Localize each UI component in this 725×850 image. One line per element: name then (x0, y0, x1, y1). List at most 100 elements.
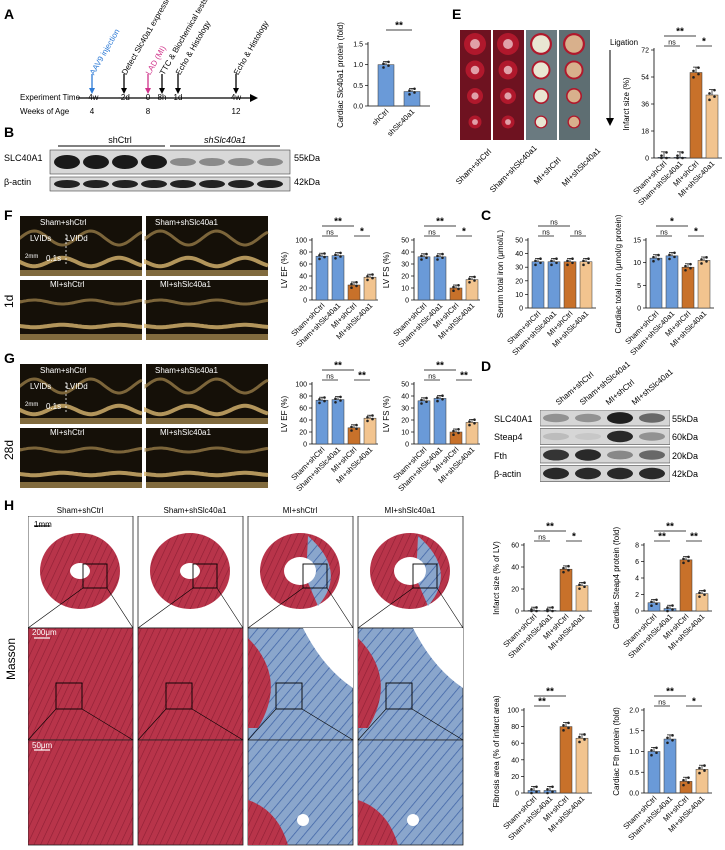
G_EF-yticklabel-4: 80 (299, 394, 307, 401)
C_cardiac-dot-0-3 (657, 253, 660, 257)
echo-day28-label: 28d (2, 439, 16, 460)
ttc-infarct-2-3 (535, 116, 547, 128)
masson-zoomline-b-3 (436, 587, 464, 629)
H_fibrosis-sig-1: ** (538, 697, 546, 708)
H_fibrosis-dot-1-2 (546, 787, 549, 791)
C_cardiac-bar-3 (697, 260, 711, 309)
H_fth-bar-2 (679, 781, 693, 794)
ttc-infarct-3-0 (565, 35, 583, 53)
H_fibrosis-dot-1-0 (546, 791, 549, 795)
wb-b-band-slc-1 (83, 155, 109, 169)
G_EF-bar-3 (363, 417, 377, 445)
H_infarct-dot-2-3 (567, 564, 570, 568)
chart-g-ef: LV EF (%)020406080100Sham+shCtrlSham+shS… (280, 361, 378, 493)
E_bar-bar-2 (689, 72, 703, 159)
F_EF-dot-1-1 (339, 255, 342, 258)
C_serum-dot-2-2 (566, 259, 569, 263)
echo-wall-ant-0-2 (20, 298, 143, 306)
G_FS-yticklabel-0: 0 (405, 442, 409, 449)
C_cardiac-dot-2-2 (684, 264, 687, 268)
F_EF-bar-1 (331, 255, 345, 301)
timeline-row2-title: Weeks of Age (20, 107, 70, 116)
H_fth-dot-3-1 (703, 769, 706, 772)
F_EF-dot-2-0 (350, 286, 353, 289)
E_bar-dot-2-2 (692, 69, 695, 73)
ttc-lumen-0-2 (471, 92, 479, 100)
F_EF-yticklabel-2: 40 (299, 274, 307, 281)
wb-b-header-shctrl: shCtrl (108, 135, 132, 145)
H_infarct-dot-3-0 (578, 587, 581, 590)
F_EF-dot-3-0 (366, 278, 369, 282)
wb-b-band-slc-0 (54, 155, 80, 169)
panel-label-b: B (4, 124, 15, 140)
H_fibrosis-dot-3-0 (578, 740, 581, 744)
wb-d-band-0-3 (639, 413, 665, 423)
H_fibrosis-bar-1 (543, 790, 557, 794)
wb-b-band-actin-5 (199, 180, 225, 188)
masson-zoomline-a-3 (357, 587, 414, 629)
F_EF-sig-1: ns (326, 230, 334, 237)
echo-wall-post-0-1 (144, 255, 269, 269)
wb-b-band-actin-7 (257, 180, 283, 188)
wb-b-row0-name: SLC40A1 (4, 153, 43, 163)
G_FS-dot-0-1 (425, 400, 428, 403)
H_fibrosis-dot-1-3 (551, 785, 554, 789)
masson-mid-blank-3 (413, 628, 463, 688)
chart-h-steap4: Cardiac Steap4 protein (fold) 02468Sham+s… (612, 522, 712, 660)
western-blot-d (540, 410, 670, 482)
E_bar-sig-1: ns (668, 40, 676, 47)
C_serum-dot-3-0 (582, 263, 585, 267)
wb-d-band-1-2 (607, 430, 633, 443)
H_infarct-dot-1-3 (551, 606, 554, 609)
H_fth-dot-1-0 (666, 741, 669, 745)
G_EF-ylabel: LV EF (%) (280, 396, 289, 433)
H_infarct-dot-3-3 (583, 581, 586, 585)
F_EF-yticklabel-0: 0 (303, 298, 307, 305)
timeline-time-0: -4w (85, 93, 99, 102)
masson-zoomline-c-3 (357, 708, 387, 741)
wb-b-band-slc-6 (228, 158, 254, 166)
wb-d-strip-1 (540, 428, 670, 445)
C_cardiac-sig-2: * (694, 227, 698, 238)
ttc-lumen-0-1 (470, 65, 480, 75)
H_steap4-sig-1: ** (658, 532, 666, 543)
masson-mid-muscle-3 (358, 638, 381, 728)
F_EF-dot-0-2 (318, 254, 321, 257)
H_steap4-bar-1 (663, 608, 677, 612)
wb-d-row0-name: SLC40A1 (494, 414, 533, 424)
echo-wall-ant-1-0 (20, 377, 143, 395)
H_fth-dot-1-3 (671, 734, 674, 737)
H_fth-dot-3-3 (703, 764, 706, 767)
G_FS-dot-3-3 (473, 418, 476, 421)
masson-scale-200um: 200μm (32, 628, 57, 637)
echo-wall-post-0-2 (20, 322, 143, 330)
H_fibrosis-dot-2-1 (567, 726, 570, 730)
H_infarct-sig-0: ** (546, 522, 554, 533)
echo-frame-1-3 (146, 428, 268, 488)
F_EF-yticklabel-5: 100 (295, 238, 307, 245)
C_cardiac-dot-2-0 (684, 268, 687, 272)
H_infarct-ylabel: Infarct size (% of LV) (492, 541, 501, 615)
echo-1d-lvidd: LVIDd (66, 234, 88, 243)
E_bar-yticklabel-3: 54 (641, 75, 649, 82)
H_infarct-yticklabel-0: 0 (515, 609, 519, 616)
echo-wall-post-0-3 (144, 322, 269, 330)
masson-mid-blank-2 (303, 628, 353, 688)
masson-zoomline-d-1 (191, 708, 244, 741)
masson-whole-fibrosis-3 (416, 536, 441, 606)
F_FS-dot-0-3 (425, 252, 428, 256)
timeline-arrowhead-1 (121, 88, 127, 94)
B_bar-ylabel: Cardiac Slc40a1 protein (fold) (336, 22, 345, 128)
H_steap4-sig-0: ** (666, 522, 674, 533)
H_fth-bar-0 (647, 751, 661, 794)
F_EF-dot-2-3 (355, 281, 358, 284)
F_FS-yticklabel-0: 0 (405, 298, 409, 305)
echo-baseline-0-3 (146, 334, 268, 340)
ttc-lumen-0-3 (472, 119, 478, 125)
F_FS-ylabel: LV FS (%) (382, 252, 391, 289)
F_FS-yticklabel-5: 50 (401, 238, 409, 245)
E_bar-dot-1-1 (681, 156, 684, 160)
G_FS-dot-0-0 (420, 402, 423, 405)
echo-1d-depth-scale: 2mm (25, 254, 39, 260)
ttc-group-labels: Sham+shCtrl Sham+shSlc40a1 MI+shCtrl MI+… (452, 130, 622, 205)
